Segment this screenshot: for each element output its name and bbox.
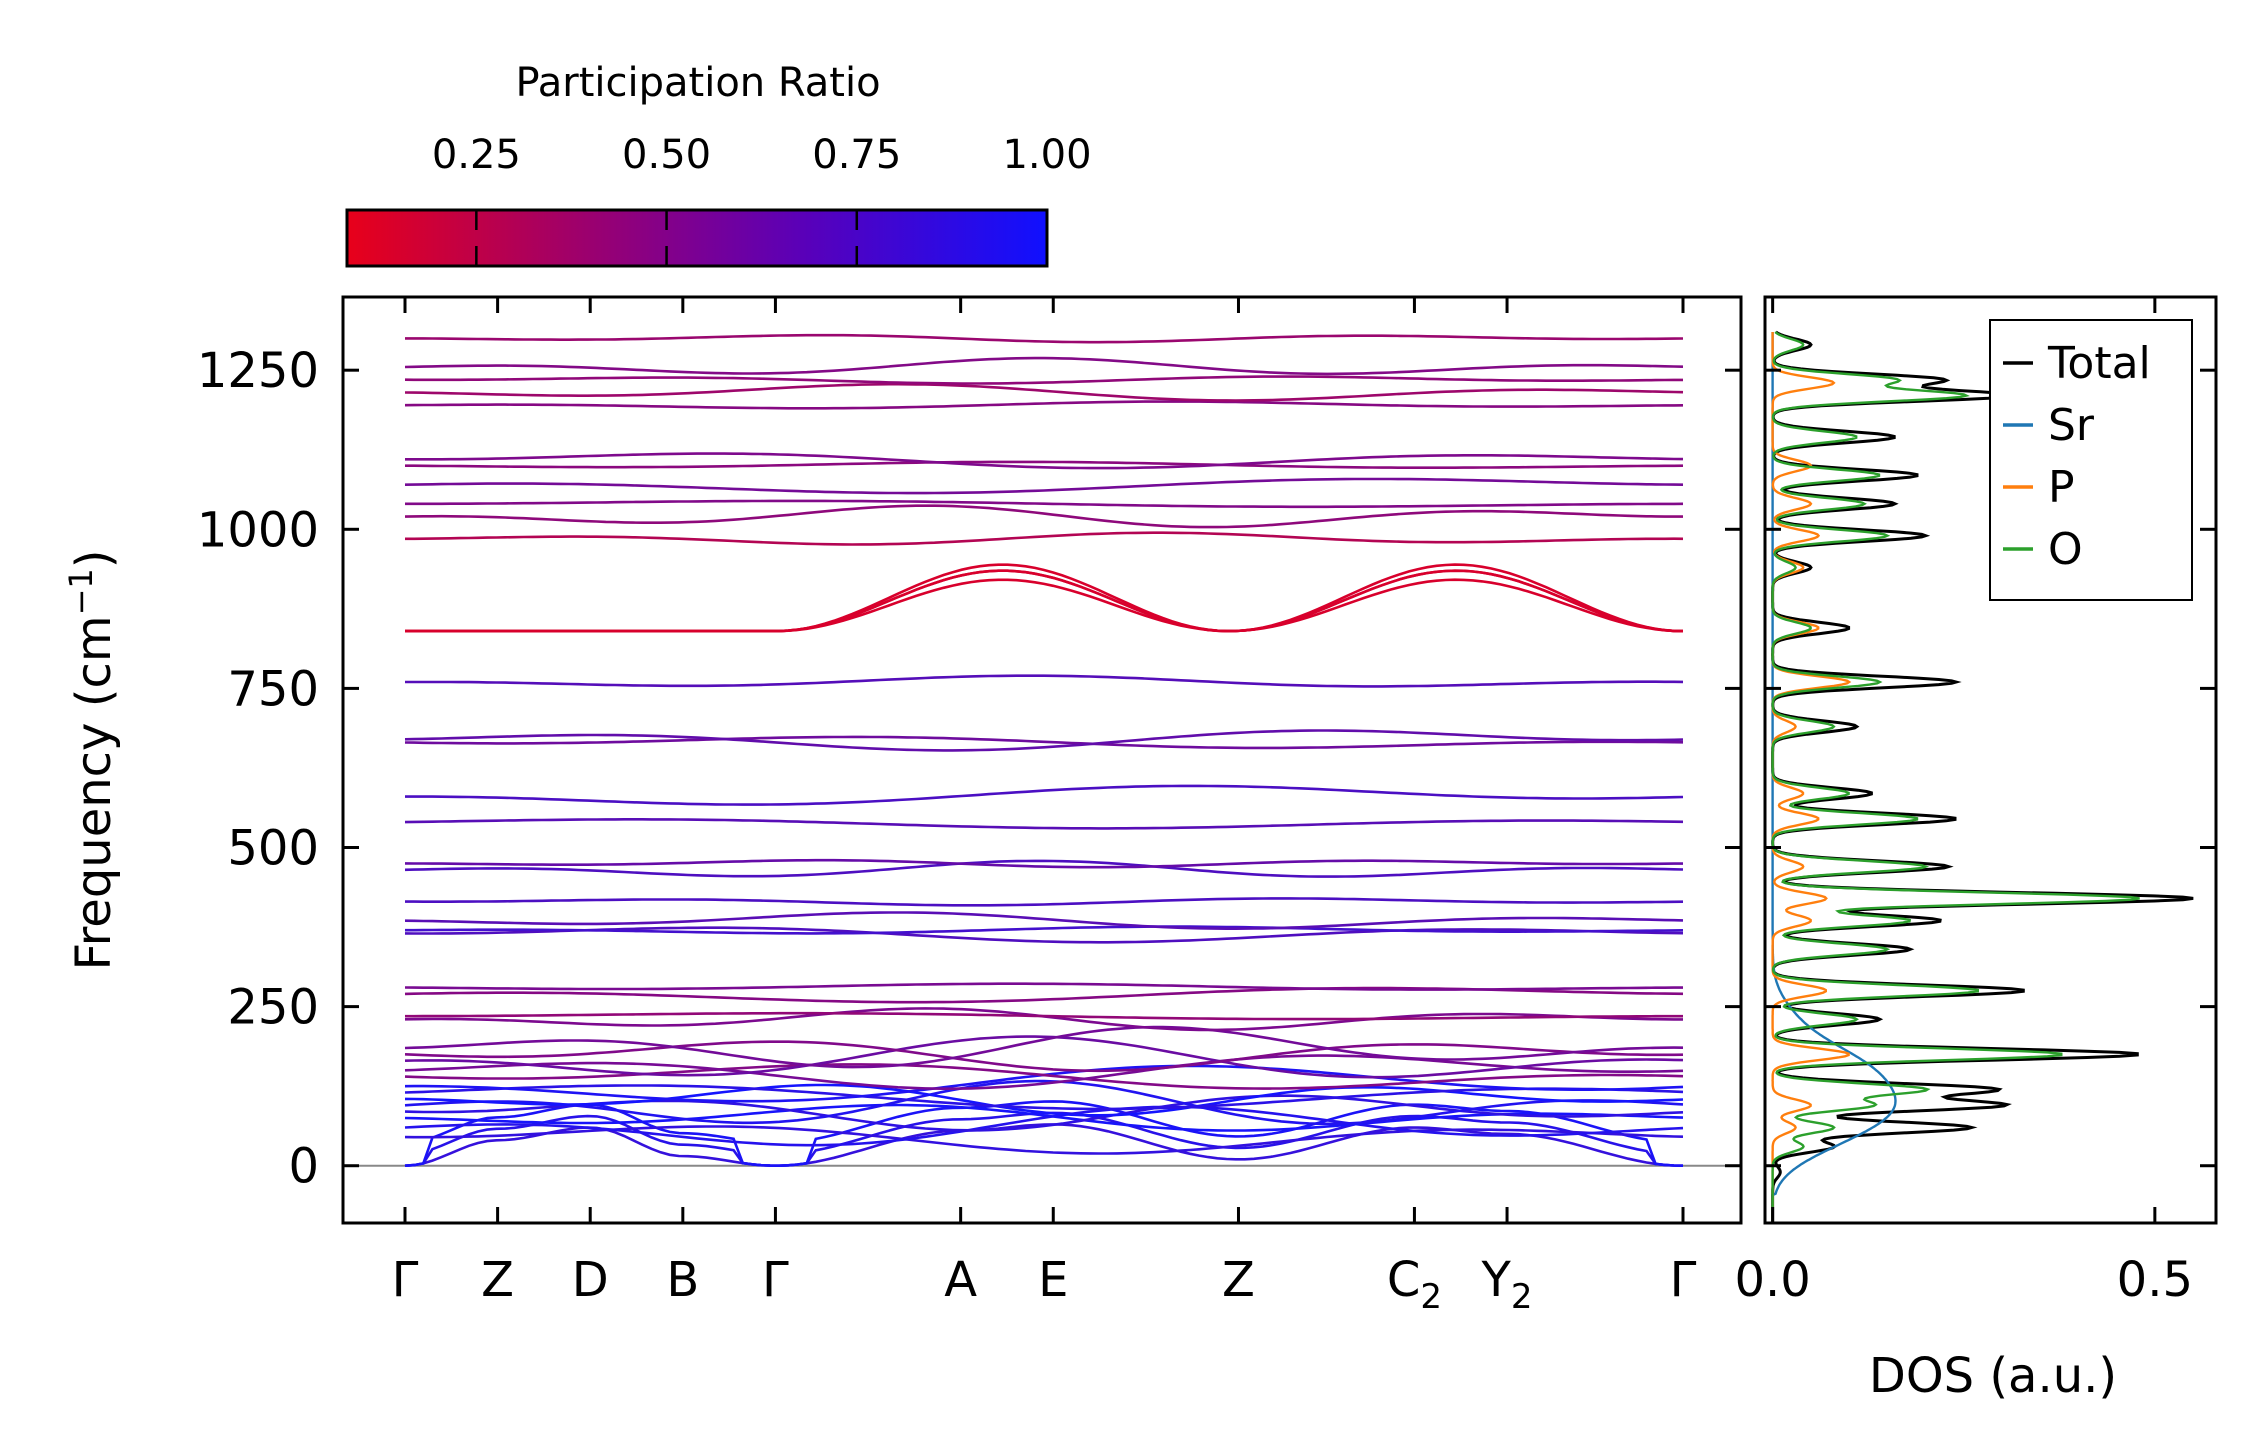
dos-series-o: [1771, 331, 2140, 1223]
band-line: [404, 818, 1684, 830]
band-line: [404, 735, 1684, 750]
colorbar-tick-label: 0.25: [432, 132, 521, 178]
k-point-label: A: [944, 1252, 977, 1308]
k-point-label: Z: [481, 1252, 514, 1308]
dos-x-tick-label: 0.5: [2117, 1252, 2193, 1308]
k-point-label: Γ: [392, 1252, 419, 1308]
band-line: [404, 504, 1683, 529]
band-line: [404, 400, 1684, 410]
k-point-label: Y2: [1481, 1252, 1533, 1317]
band-line: [404, 356, 1684, 376]
band-structure-frame: [341, 295, 1743, 1225]
band-line: [405, 784, 1684, 806]
band-line: [404, 1084, 1684, 1111]
band-line: [404, 1054, 1684, 1090]
colorbar-tick-label: 0.50: [622, 132, 711, 178]
band-line: [405, 897, 1684, 907]
colorbar: Participation Ratio 0.25 0.50 0.75 1.00: [345, 60, 1092, 268]
band-structure-panel: 0 250 500 750 1000 1250 Γ Z D B Γ A E Z C2 Y2 Γ Frequenc…: [62, 295, 1743, 1317]
dos-legend: Total Sr PO: [1989, 319, 2193, 601]
y-tick-label: 250: [227, 980, 319, 1036]
dos-panel: 0.0 0.5 DOS (a.u.) Total Sr PO: [1734, 295, 2218, 1404]
band-line: [405, 925, 1684, 935]
band-line: [404, 1025, 1684, 1069]
band-line: [405, 563, 1684, 633]
band-line: [404, 1103, 1684, 1132]
k-point-label: Γ: [762, 1252, 789, 1308]
band-line: [404, 1083, 1684, 1117]
legend-label: P: [2048, 462, 2075, 513]
band-line: [405, 452, 1684, 470]
k-point-label: D: [572, 1252, 609, 1308]
band-line: [404, 1111, 1684, 1168]
k-point-label: E: [1038, 1252, 1068, 1308]
band-line: [405, 578, 1684, 633]
band-line: [405, 460, 1684, 469]
band-line: [404, 1063, 1684, 1090]
band-line: [404, 477, 1684, 495]
dos-series-p: [1771, 332, 1852, 1223]
dos-frame: [1763, 295, 2218, 1225]
band-line: [404, 375, 1683, 385]
y-tick-label: 500: [227, 821, 319, 877]
k-point-label: B: [666, 1252, 699, 1308]
frequency-axis-label: Frequency (cm−1): [62, 549, 122, 970]
band-line: [405, 333, 1684, 344]
band-line: [404, 1079, 1684, 1126]
band-line: [405, 569, 1684, 633]
colorbar-tick-label: 0.75: [812, 132, 901, 178]
band-line: [404, 1123, 1684, 1168]
band-line: [405, 1011, 1683, 1021]
band-line: [404, 859, 1684, 878]
band-line: [405, 499, 1684, 509]
band-line: [404, 926, 1684, 944]
colorbar-title: Participation Ratio: [515, 60, 880, 106]
y-tick-label: 750: [227, 661, 319, 717]
band-line: [404, 911, 1684, 930]
legend-frame: [1989, 319, 2193, 601]
k-point-label: Γ: [1670, 1252, 1697, 1308]
band-line: [404, 982, 1683, 991]
band-line: [404, 1035, 1684, 1079]
dos-axis-label: DOS (a.u.): [1869, 1348, 2117, 1404]
band-line: [404, 1007, 1683, 1032]
band-line: [404, 1040, 1684, 1073]
band-line: [405, 531, 1684, 546]
colorbar-tick-label: 1.00: [1002, 132, 1091, 178]
colorbar-gradient: [345, 208, 1049, 268]
y-tick-label: 1000: [197, 502, 319, 558]
dos-x-tick-label: 0.0: [1734, 1252, 1810, 1308]
y-tick-label: 0: [288, 1139, 319, 1195]
band-line: [404, 858, 1683, 869]
band-line: [404, 382, 1684, 402]
k-point-label: Z: [1222, 1252, 1255, 1308]
y-tick-label: 1250: [197, 343, 319, 399]
legend-label: Sr: [2048, 400, 2095, 451]
band-line: [405, 674, 1684, 688]
legend-label: O: [2048, 524, 2083, 575]
k-point-label: C2: [1387, 1252, 1442, 1317]
band-line: [404, 1105, 1684, 1147]
band-line: [405, 569, 1684, 633]
band-line: [404, 729, 1684, 752]
legend-label: Total: [2047, 338, 2151, 389]
band-line: [404, 1125, 1684, 1155]
